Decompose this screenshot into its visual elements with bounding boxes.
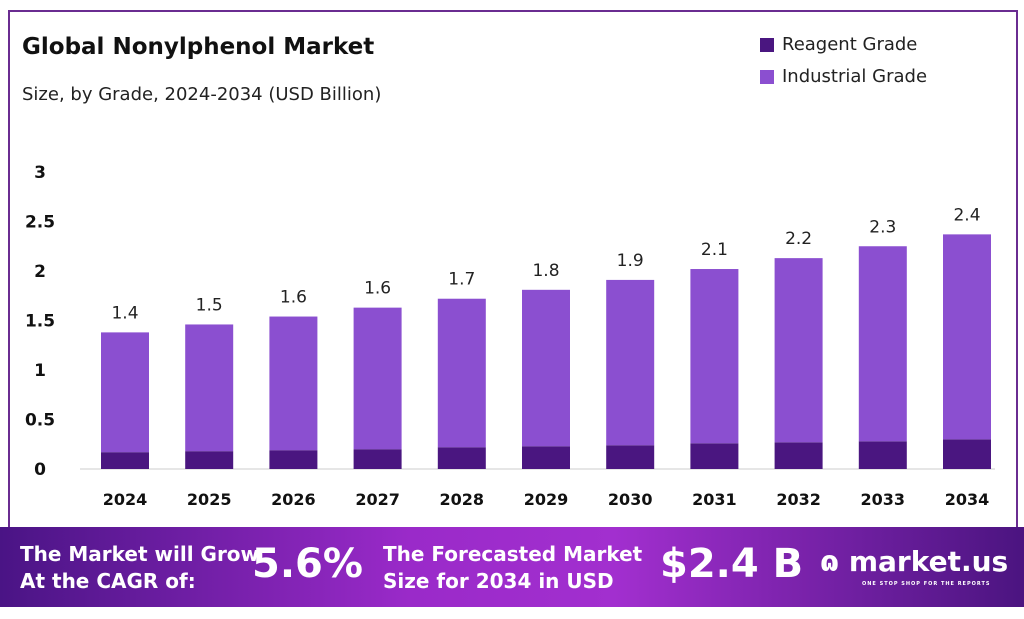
bar-industrial-2024 xyxy=(101,332,149,453)
y-tick-label: 3 xyxy=(34,163,46,183)
data-label: 2.1 xyxy=(701,240,728,260)
x-tick-label: 2029 xyxy=(524,490,569,509)
x-tick-label: 2026 xyxy=(271,490,316,509)
bar-reagent-2026 xyxy=(269,450,318,469)
data-label: 2.3 xyxy=(869,217,896,237)
legend-label: Reagent Grade xyxy=(782,34,918,55)
chart-frame xyxy=(8,10,1018,530)
bar-industrial-2029 xyxy=(522,289,570,447)
x-tick-label: 2028 xyxy=(440,490,485,509)
bar-reagent-2030 xyxy=(606,445,655,469)
bar-industrial-2031 xyxy=(690,269,739,444)
bar-reagent-2029 xyxy=(522,446,570,469)
bar-reagent-2034 xyxy=(943,439,991,469)
data-label: 1.6 xyxy=(364,279,391,299)
y-tick-label: 2.5 xyxy=(25,213,55,233)
x-tick-label: 2033 xyxy=(861,490,906,509)
bar-industrial-2027 xyxy=(353,307,402,450)
data-label: 1.9 xyxy=(617,251,644,271)
legend-item-reagent: Reagent Grade xyxy=(760,34,927,55)
legend-swatch xyxy=(760,37,774,52)
forecast-value: $2.4 B xyxy=(660,541,804,587)
chart-subtitle: Size, by Grade, 2024-2034 (USD Billion) xyxy=(22,84,382,105)
y-tick-label: 2 xyxy=(34,262,46,282)
x-tick-label: 2031 xyxy=(692,490,737,509)
y-tick-label: 1.5 xyxy=(25,312,55,332)
bar-reagent-2033 xyxy=(858,441,907,469)
bar-reagent-2031 xyxy=(690,443,739,469)
legend-item-industrial: Industrial Grade xyxy=(760,66,927,87)
chart-title: Global Nonylphenol Market xyxy=(22,34,375,60)
y-tick-label: 0 xyxy=(34,460,46,480)
bar-industrial-2026 xyxy=(269,316,318,451)
bar-reagent-2025 xyxy=(185,451,234,469)
logo-tagline: ONE STOP SHOP FOR THE REPORTS xyxy=(862,581,991,587)
data-label: 2.2 xyxy=(785,229,812,249)
x-tick-label: 2030 xyxy=(608,490,653,509)
bar-industrial-2034 xyxy=(943,234,991,440)
logo-text: market.us xyxy=(848,545,1009,578)
bar-reagent-2024 xyxy=(101,452,149,469)
legend-label: Industrial Grade xyxy=(782,66,928,87)
bar-industrial-2025 xyxy=(185,324,234,452)
x-tick-label: 2034 xyxy=(945,490,990,509)
forecast-text: The Forecasted Market Size for 2034 in U… xyxy=(383,542,643,593)
legend-swatch xyxy=(760,69,774,84)
logo: ɷ market.us xyxy=(820,545,1008,578)
data-label: 1.7 xyxy=(448,270,475,290)
x-tick-label: 2032 xyxy=(776,490,821,509)
x-tick-label: 2025 xyxy=(187,490,232,509)
bar-industrial-2030 xyxy=(606,279,655,446)
bar-reagent-2028 xyxy=(437,447,486,469)
bar-industrial-2033 xyxy=(858,246,907,442)
cagr-value: 5.6% xyxy=(252,541,363,587)
bar-reagent-2027 xyxy=(353,449,402,469)
bar-reagent-2032 xyxy=(774,442,823,469)
bar-industrial-2032 xyxy=(774,258,823,443)
data-label: 1.5 xyxy=(196,295,223,315)
bar-industrial-2028 xyxy=(437,298,486,448)
data-label: 1.6 xyxy=(280,288,307,308)
data-label: 1.8 xyxy=(532,261,559,281)
y-tick-label: 1 xyxy=(34,361,46,381)
y-tick-label: 0.5 xyxy=(25,411,55,431)
data-label: 1.4 xyxy=(111,303,138,323)
cagr-text: The Market will Grow At the CAGR of: xyxy=(20,542,260,593)
data-label: 2.4 xyxy=(953,205,980,225)
x-tick-label: 2024 xyxy=(103,490,148,509)
summary-banner: The Market will Grow At the CAGR of: 5.6… xyxy=(0,527,1024,607)
legend: Reagent Grade Industrial Grade xyxy=(760,34,927,98)
logo-icon: ɷ xyxy=(820,545,849,578)
x-tick-label: 2027 xyxy=(355,490,400,509)
